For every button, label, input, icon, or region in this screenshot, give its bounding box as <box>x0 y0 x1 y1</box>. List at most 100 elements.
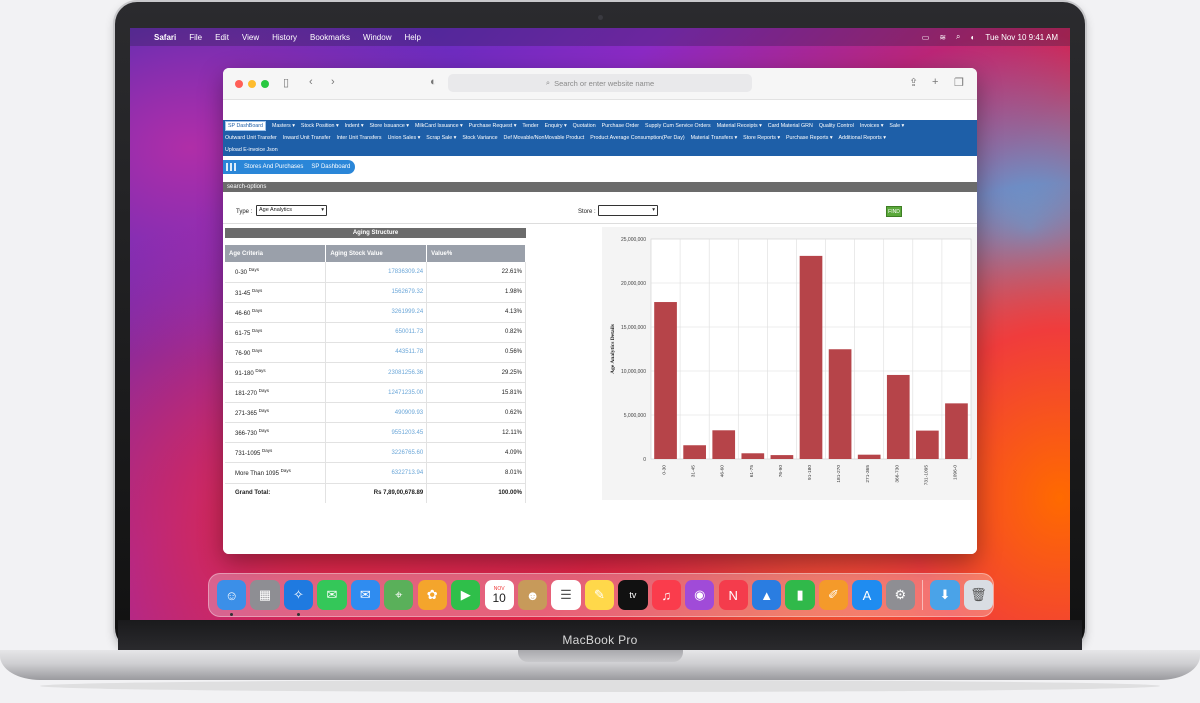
aging-stock-value-link[interactable]: 1562679.32 <box>325 282 428 303</box>
mail-icon[interactable]: ✉ <box>350 580 380 610</box>
photos-icon[interactable]: ✿ <box>417 580 447 610</box>
menu-app-name[interactable]: Safari <box>154 32 177 42</box>
downloads-folder-icon[interactable]: ⬇ <box>930 580 960 610</box>
nav-item[interactable]: Card Material GRN <box>767 123 813 129</box>
nav-item[interactable]: Union Sales ▾ <box>387 135 421 141</box>
music-icon[interactable]: ♫ <box>651 580 681 610</box>
nav-item[interactable]: MilkCard Issuance ▾ <box>414 123 463 129</box>
nav-item[interactable]: Store Issuance ▾ <box>369 123 409 129</box>
appletv-icon[interactable]: tv <box>618 580 648 610</box>
bar-91-180 <box>799 255 823 459</box>
address-bar[interactable]: ⌕ Search or enter website name <box>448 74 752 92</box>
privacy-shield-icon[interactable]: ◐ <box>430 76 437 88</box>
tabs-overview-icon[interactable]: ❐ <box>954 77 964 89</box>
battery-icon[interactable]: ▭ <box>921 32 930 42</box>
menu-view[interactable]: View <box>241 32 260 42</box>
aging-stock-value-link[interactable]: 17836309.24 <box>325 262 428 283</box>
finder-icon[interactable]: ☺ <box>217 580 247 616</box>
age-criteria-cell: 46-60 Days <box>225 302 327 323</box>
nav-item[interactable]: Invoices ▾ <box>859 123 884 129</box>
system-preferences-icon[interactable]: ⚙ <box>885 580 915 610</box>
aging-stock-value-link[interactable]: 6322713.94 <box>325 462 428 484</box>
back-icon[interactable]: ‹ <box>309 76 313 88</box>
nav-item[interactable]: Purchase Reports ▾ <box>785 135 833 141</box>
notes-icon[interactable]: ✎ <box>584 580 615 610</box>
new-tab-icon[interactable]: + <box>932 76 939 88</box>
nav-item[interactable]: Material Receipts ▾ <box>716 123 762 129</box>
aging-stock-value-link[interactable]: 23081256.36 <box>325 362 428 384</box>
forward-icon[interactable]: › <box>331 76 335 88</box>
nav-item[interactable]: SP DashBoard <box>225 121 266 131</box>
messages-icon[interactable]: ✉ <box>317 580 347 610</box>
nav-item[interactable]: Quotation <box>572 123 596 129</box>
store-select[interactable]: ▾ <box>598 205 658 216</box>
nav-item[interactable]: Product Average Consumption(Per Day) <box>590 135 685 141</box>
nav-item[interactable]: Purchase Order <box>601 123 640 129</box>
close-window-button[interactable] <box>235 80 243 88</box>
control-center-icon[interactable]: ◐ <box>970 32 976 42</box>
podcasts-icon[interactable]: ◉ <box>685 580 715 610</box>
menu-window[interactable]: Window <box>363 32 392 42</box>
nav-item[interactable]: Stock Position ▾ <box>300 123 339 129</box>
age-criteria-cell: 61-75 Days <box>225 322 327 343</box>
nav-item[interactable]: Indent ▾ <box>344 123 364 129</box>
nav-item[interactable]: Sale ▾ <box>889 123 905 129</box>
menu-edit[interactable]: Edit <box>215 32 229 42</box>
table-row: 91-180 Days 23081256.36 29.25% <box>225 362 526 384</box>
nav-item[interactable]: Enquiry ▾ <box>544 123 567 129</box>
facetime-icon[interactable]: ▶ <box>451 580 481 610</box>
safari-icon[interactable]: ✧ <box>283 580 314 616</box>
reminders-icon[interactable]: ☰ <box>551 580 581 610</box>
maps-icon[interactable]: ⌖ <box>384 580 414 610</box>
nav-item[interactable]: Supply Cum Service Orders <box>645 123 711 129</box>
aging-stock-value-link[interactable]: 3261999.24 <box>325 302 428 323</box>
aging-stock-value-link[interactable]: 490909.93 <box>325 402 428 424</box>
aging-stock-value-link[interactable]: 650011.73 <box>325 322 428 343</box>
nav-item[interactable]: Masters ▾ <box>271 123 295 129</box>
numbers-icon[interactable]: ▮ <box>785 580 815 610</box>
aging-stock-value-link[interactable]: 12471235.00 <box>325 382 428 404</box>
nav-item[interactable]: Outward Unit Transfer <box>225 135 277 141</box>
menu-history[interactable]: History <box>272 32 298 42</box>
trash-icon[interactable]: 🗑 <box>963 580 994 610</box>
nav-item[interactable]: Quality Control <box>818 123 854 129</box>
nav-item[interactable]: Inward Unit Transfer <box>282 135 331 141</box>
find-button[interactable]: FIND <box>886 206 902 217</box>
news-icon[interactable]: N <box>718 580 748 610</box>
minimize-window-button[interactable] <box>248 80 256 88</box>
type-select[interactable]: Age Analytics ▾ <box>256 205 327 216</box>
breadcrumb-dashboard[interactable]: SP Dashboard <box>311 164 351 170</box>
bar-61-75 <box>741 453 765 459</box>
menu-file[interactable]: File <box>189 32 203 42</box>
breadcrumb-stores[interactable]: Stores And Purchases <box>244 164 304 170</box>
calendar-icon[interactable]: NOV 10 <box>484 580 514 610</box>
nav-item[interactable]: Def Movable/NonMovable Product <box>503 135 585 141</box>
menu-help[interactable]: Help <box>404 32 421 42</box>
nav-item[interactable]: Upload E-invoice Json <box>225 147 278 153</box>
dock-glyph: ✉ <box>359 587 371 602</box>
clock[interactable]: Tue Nov 10 9:41 AM <box>985 32 1058 42</box>
contacts-icon[interactable]: ☻ <box>517 580 548 610</box>
nav-item[interactable]: Additional Reports ▾ <box>838 135 886 141</box>
nav-item[interactable]: Tender <box>522 123 539 129</box>
nav-item[interactable]: Store Reports ▾ <box>743 135 780 141</box>
pages-icon[interactable]: ✐ <box>818 580 849 610</box>
menu-bookmarks[interactable]: Bookmarks <box>310 32 351 42</box>
launchpad-icon[interactable]: ▦ <box>250 580 280 610</box>
dock-glyph: ✐ <box>828 587 839 602</box>
nav-item[interactable]: Material Transfers ▾ <box>690 135 738 141</box>
aging-stock-value-link[interactable]: 443511.78 <box>325 342 428 363</box>
keynote-icon[interactable]: ▲ <box>752 580 782 610</box>
zoom-window-button[interactable] <box>261 80 269 88</box>
appstore-icon[interactable]: A <box>852 580 882 610</box>
nav-item[interactable]: Stock Variance <box>462 135 498 141</box>
sidebar-icon[interactable]: ▯ <box>283 77 290 89</box>
aging-stock-value-link[interactable]: 3226765.60 <box>325 442 428 464</box>
nav-item[interactable]: Inter Unit Transfers <box>336 135 382 141</box>
nav-item[interactable]: Scrap Sale ▾ <box>426 135 457 141</box>
share-icon[interactable]: ⇪ <box>909 77 919 89</box>
aging-stock-value-link[interactable]: 9551203.45 <box>325 422 428 444</box>
nav-item[interactable]: Purchase Request ▾ <box>468 123 517 129</box>
wifi-icon[interactable]: ≋ <box>939 32 947 42</box>
spotlight-icon[interactable]: ⌕ <box>956 32 961 41</box>
